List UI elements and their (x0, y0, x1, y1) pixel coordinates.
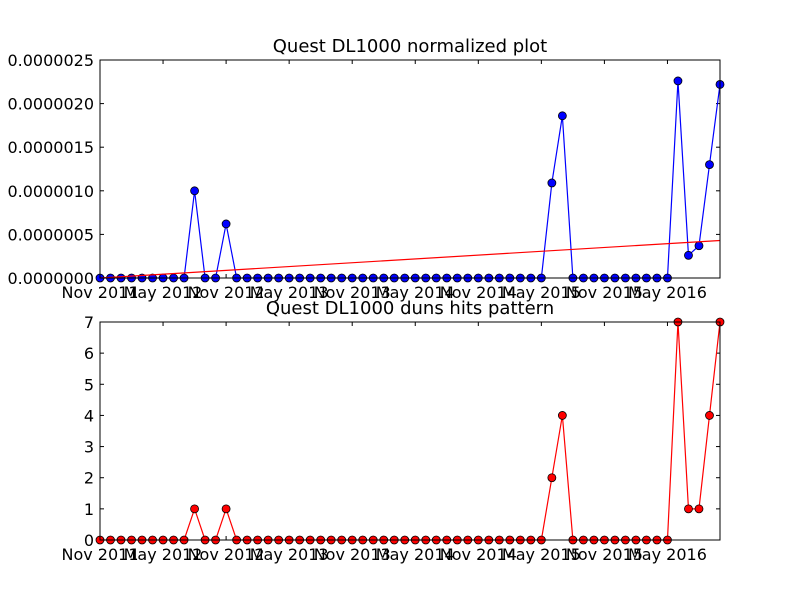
y-tick-label: 0.0000015 (7, 138, 94, 157)
y-tick-label: 0.0000020 (7, 95, 94, 114)
data-point (694, 504, 704, 514)
y-tick-label: 3 (84, 438, 94, 457)
y-tick-label: 2 (84, 469, 94, 488)
y-tick-label: 0.0000000 (7, 269, 94, 288)
x-tick-label: May 2014 (376, 283, 455, 302)
data-point (547, 178, 557, 188)
x-tick-label: Nov 2014 (440, 283, 517, 302)
data-point (557, 111, 567, 121)
data-point (705, 411, 714, 420)
y-tick-label: 1 (84, 500, 94, 519)
data-point (190, 504, 199, 514)
y-tick-label: 0.0000025 (7, 51, 94, 70)
y-tick-label: 6 (84, 344, 94, 363)
data-point (190, 186, 199, 196)
x-tick-label: Nov 2011 (61, 283, 138, 302)
chart-title: Quest DL1000 normalized plot (273, 36, 547, 57)
data-point (673, 76, 683, 86)
x-tick-label: Nov 2011 (61, 545, 138, 564)
data-point (557, 411, 567, 420)
data-point (684, 504, 693, 514)
data-point (221, 219, 231, 229)
x-tick-label: Nov 2015 (566, 283, 643, 302)
x-tick-label: Nov 2014 (440, 545, 517, 564)
chart-panel-2: Quest DL1000 duns hits pattern 0 1 2 3 4 5 6 7 No… (61, 298, 725, 564)
x-tick-label: May 2013 (250, 283, 329, 302)
y-tick-label: 5 (84, 375, 94, 394)
x-tick-label: Nov 2013 (314, 283, 391, 302)
chart-panel-1: Quest DL1000 normalized plot 0.0000000 0.0… (7, 36, 725, 302)
x-tick-label: May 2012 (124, 545, 203, 564)
x-tick-label: Nov 2012 (188, 283, 265, 302)
y-tick-label: 0.0000005 (7, 225, 94, 244)
y-tick-label: 7 (84, 313, 94, 332)
data-point (694, 241, 704, 251)
x-tick-label: May 2014 (376, 545, 455, 564)
y-tick-label: 0 (84, 531, 94, 550)
x-tick-label: May 2015 (502, 283, 581, 302)
data-point (705, 160, 714, 170)
plot-frame (99, 321, 721, 541)
x-tick-label: Nov 2015 (566, 545, 643, 564)
x-tick-label: May 2016 (628, 545, 707, 564)
plot-frame (99, 59, 721, 279)
y-tick-label: 4 (84, 406, 94, 425)
x-tick-label: Nov 2013 (314, 545, 391, 564)
data-point (547, 473, 557, 483)
x-tick-label: May 2013 (250, 545, 329, 564)
data-point (221, 504, 231, 514)
trend-line (99, 239, 721, 279)
data-point (684, 250, 693, 260)
series-line (100, 80, 721, 279)
x-tick-label: Nov 2012 (188, 545, 265, 564)
x-tick-label: May 2012 (124, 283, 203, 302)
x-tick-label: May 2015 (502, 545, 581, 564)
y-tick-label: 0.0000010 (7, 182, 94, 201)
x-tick-label: May 2016 (628, 283, 707, 302)
chart-title: Quest DL1000 duns hits pattern (266, 298, 554, 319)
